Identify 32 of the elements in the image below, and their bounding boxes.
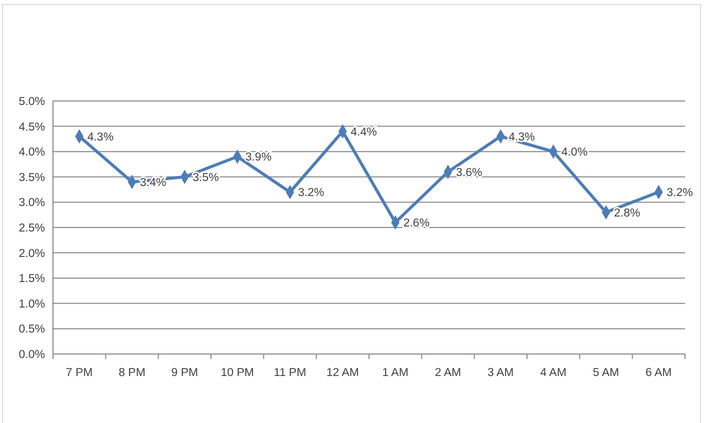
x-tick-label: 6 AM	[646, 367, 672, 379]
y-tick-label: 3.0%	[18, 197, 45, 210]
x-tick-label: 4 AM	[540, 367, 566, 379]
x-tick-label: 9 PM	[171, 367, 198, 379]
data-label: 3.2%	[666, 187, 693, 200]
x-tick-label: 3 AM	[488, 367, 514, 379]
x-tick-label: 12 AM	[326, 367, 359, 379]
data-label: 2.8%	[614, 207, 640, 220]
x-tick-label: 10 PM	[220, 367, 254, 379]
data-label: 4.3%	[87, 131, 114, 144]
x-tick-label: 2 AM	[434, 367, 462, 379]
data-label: 3.6%	[456, 166, 482, 179]
x-tick-label: 7 PM	[66, 367, 93, 379]
x-tick-label: 8 PM	[118, 367, 146, 379]
y-tick-label: 0.5%	[18, 324, 45, 336]
y-tick-label: 2.5%	[18, 222, 45, 234]
y-tick-label: 4.5%	[18, 121, 45, 134]
data-label: 2.6%	[403, 217, 430, 230]
y-tick-label: 1.5%	[18, 273, 45, 286]
x-tick-label: 1 AM	[382, 367, 408, 379]
y-tick-label: 1.0%	[18, 298, 45, 310]
data-label: 4.4%	[350, 126, 377, 138]
data-label: 3.9%	[245, 152, 272, 164]
y-tick-label: 4.0%	[18, 146, 45, 159]
x-tick-label: 5 AM	[592, 367, 620, 379]
y-tick-label: 0.0%	[18, 349, 45, 361]
data-label: 3.2%	[298, 187, 324, 200]
y-tick-label: 2.0%	[18, 248, 45, 260]
y-tick-label: 3.5%	[18, 172, 45, 184]
data-label: 4.3%	[508, 131, 535, 144]
y-tick-label: 5.0%	[18, 96, 45, 108]
x-tick-label: 11 PM	[274, 367, 306, 379]
